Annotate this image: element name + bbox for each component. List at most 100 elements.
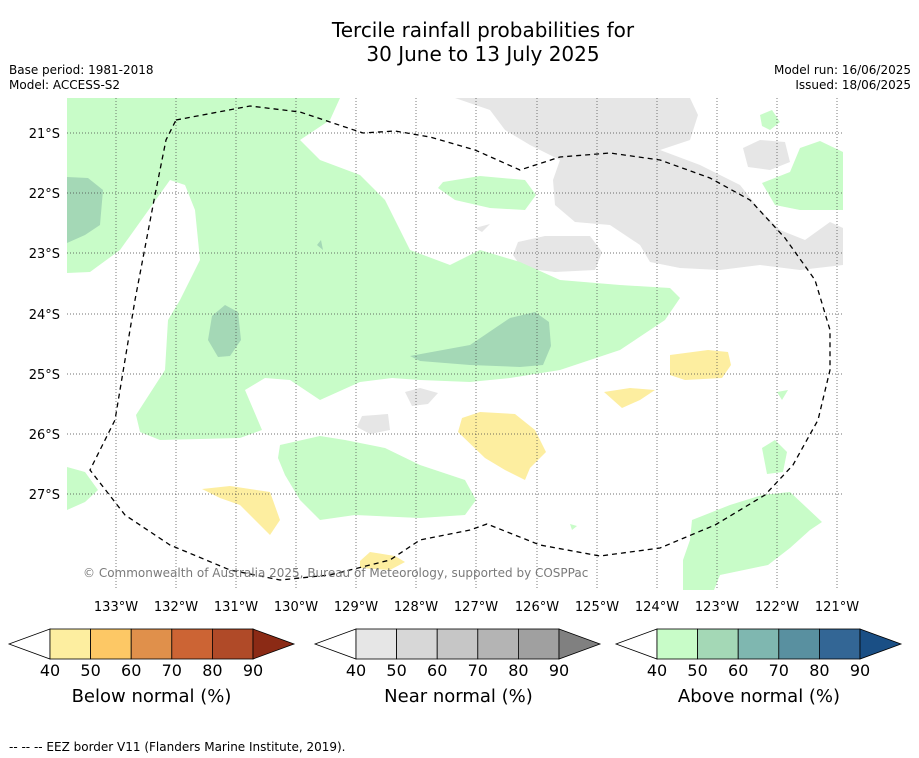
colorbar-tick: 40 xyxy=(647,661,667,680)
colorbar-min-arrow xyxy=(614,628,658,660)
colorbar-segment xyxy=(819,628,861,660)
colorbar-tick: 60 xyxy=(121,661,141,680)
lon-label: 133°W xyxy=(94,600,138,615)
above-normal-area xyxy=(777,390,788,400)
colorbar-max-arrow xyxy=(252,628,296,660)
colorbar-segment xyxy=(49,628,91,660)
below-normal-area xyxy=(360,552,405,570)
above-normal-area xyxy=(67,467,98,510)
lon-label: 122°W xyxy=(755,600,799,615)
colorbars: 40 50 60 70 80 90 40 50 60 70 80 90 40 50 60 70 80 90 xyxy=(7,628,903,680)
colorbar-segment xyxy=(697,628,739,660)
colorbar-tick: 70 xyxy=(468,661,488,680)
issued-date: Issued: 18/06/2025 xyxy=(795,78,911,92)
colorbar-tick: 70 xyxy=(769,661,789,680)
colorbar-tick: 70 xyxy=(162,661,182,680)
colorbar-segment xyxy=(171,628,213,660)
lat-label: 22°S xyxy=(29,187,60,202)
colorbar-tick: 90 xyxy=(549,661,569,680)
eez-border xyxy=(89,105,831,581)
above-normal-strong-area xyxy=(208,305,241,357)
lat-label: 26°S xyxy=(29,428,60,443)
colorbar-segment xyxy=(518,628,560,660)
colorbar-segment xyxy=(436,628,479,660)
below-normal-label: Below normal (%) xyxy=(71,686,232,707)
colorbar-segment xyxy=(477,628,519,660)
colorbar-above-normal: 40 50 60 70 80 90 xyxy=(614,628,903,680)
model-run: Model run: 16/06/2025 xyxy=(773,63,911,77)
colorbar-segment xyxy=(130,628,173,660)
lon-label: 126°W xyxy=(515,600,559,615)
below-normal-area xyxy=(604,388,655,408)
colorbar-min-arrow xyxy=(7,628,51,660)
above-normal-area xyxy=(762,141,843,210)
lat-label: 21°S xyxy=(29,127,60,142)
lon-label: 132°W xyxy=(154,600,198,615)
near-normal-area xyxy=(405,388,438,406)
colorbar-tick: 60 xyxy=(728,661,748,680)
lon-label: 128°W xyxy=(394,600,438,615)
copyright-text: © Commonwealth of Australia 2025, Bureau… xyxy=(83,566,588,580)
colorbar-tick: 60 xyxy=(427,661,447,680)
near-normal-area xyxy=(455,98,843,270)
title-line-1: Tercile rainfall probabilities for xyxy=(331,18,635,42)
colorbar-tick: 40 xyxy=(40,661,60,680)
above-normal-label: Above normal (%) xyxy=(677,686,841,707)
colorbar-segment xyxy=(656,628,698,660)
above-normal-area xyxy=(762,440,787,474)
above-normal-strong-area xyxy=(67,177,103,243)
colorbar-segment xyxy=(396,628,438,660)
run-info: Model run: 16/06/2025 Issued: 18/06/2025 xyxy=(774,63,911,93)
below-normal-area xyxy=(458,412,546,480)
colorbar-below-normal: 40 50 60 70 80 90 xyxy=(7,628,296,680)
map-gridlines xyxy=(67,98,843,590)
colorbar-tick: 80 xyxy=(508,661,528,680)
colorbar-tick: 80 xyxy=(809,661,829,680)
above-normal-area xyxy=(760,110,780,130)
lat-label: 23°S xyxy=(29,247,60,262)
lon-label: 123°W xyxy=(695,600,739,615)
lat-label: 24°S xyxy=(29,308,60,323)
lon-label: 125°W xyxy=(575,600,619,615)
lon-label: 129°W xyxy=(334,600,378,615)
colorbar-tick: 80 xyxy=(202,661,222,680)
colorbar-segment xyxy=(355,628,397,660)
rainfall-map: 21°S 22°S 23°S 24°S 25°S 26°S 27°S 133°W 132°W 13… xyxy=(29,98,860,615)
map-title: Tercile rainfall probabilities for 30 Ju… xyxy=(0,18,919,66)
lon-label: 124°W xyxy=(635,600,679,615)
near-normal-area xyxy=(475,224,490,232)
title-line-2: 30 June to 13 July 2025 xyxy=(366,42,600,66)
colorbar-max-arrow xyxy=(859,628,903,660)
colorbar-tick: 50 xyxy=(687,661,707,680)
lat-label: 25°S xyxy=(29,368,60,383)
eez-footnote: -- -- -- EEZ border V11 (Flanders Marine… xyxy=(9,740,346,754)
below-normal-area xyxy=(202,486,280,535)
colorbar-min-arrow xyxy=(313,628,357,660)
above-normal-area xyxy=(683,492,822,590)
model-name: Model: ACCESS-S2 xyxy=(9,78,121,92)
lon-label: 127°W xyxy=(454,600,498,615)
base-period: Base period: 1981-2018 xyxy=(9,63,154,77)
map-axis-labels: 21°S 22°S 23°S 24°S 25°S 26°S 27°S 133°W 132°W 13… xyxy=(29,127,860,615)
lon-label: 131°W xyxy=(214,600,258,615)
colorbar-segment xyxy=(778,628,820,660)
colorbar-tick: 40 xyxy=(346,661,366,680)
base-info: Base period: 1981-2018 Model: ACCESS-S2 xyxy=(9,63,154,93)
colorbar-segment xyxy=(211,628,254,660)
colorbar-tick: 90 xyxy=(850,661,870,680)
colorbar-max-arrow xyxy=(558,628,602,660)
near-normal-area xyxy=(357,414,390,434)
colorbar-segment xyxy=(90,628,132,660)
above-normal-strong-area xyxy=(317,240,323,250)
colorbar-tick: 50 xyxy=(386,661,406,680)
lon-label: 121°W xyxy=(815,600,859,615)
near-normal-area xyxy=(513,236,602,272)
lat-label: 27°S xyxy=(29,488,60,503)
near-normal-label: Near normal (%) xyxy=(384,686,533,707)
colorbar-tick: 50 xyxy=(80,661,100,680)
lon-label: 130°W xyxy=(274,600,318,615)
colorbar-segment xyxy=(737,628,780,660)
below-normal-area xyxy=(670,350,731,380)
near-normal-area xyxy=(743,140,790,170)
above-normal-area xyxy=(278,436,476,520)
